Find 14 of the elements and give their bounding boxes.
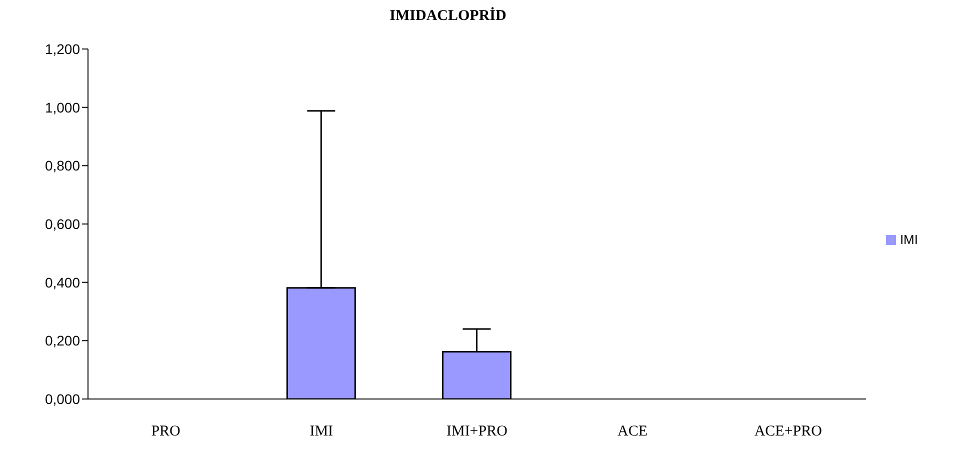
y-tick-label: 0,600 — [44, 216, 80, 232]
chart-title: IMIDACLOPRİD — [388, 8, 508, 25]
x-tick-label: ACE+PRO — [754, 424, 822, 440]
y-tick-label: 0,000 — [44, 390, 80, 407]
y-tick-label: 1,200 — [44, 40, 80, 57]
y-tick-label: 0,200 — [44, 332, 80, 349]
x-tick-label: IMI+PRO — [446, 424, 508, 440]
x-tick-label: IMI — [310, 424, 334, 440]
y-tick-label: 1,000 — [44, 99, 80, 116]
y-tick-label: 0,800 — [44, 158, 80, 174]
y-tick-label: 0,400 — [44, 274, 80, 290]
legend-label: IMI — [900, 232, 918, 246]
x-tick-label: PRO — [151, 424, 181, 440]
x-tick-label: ACE — [618, 424, 648, 440]
